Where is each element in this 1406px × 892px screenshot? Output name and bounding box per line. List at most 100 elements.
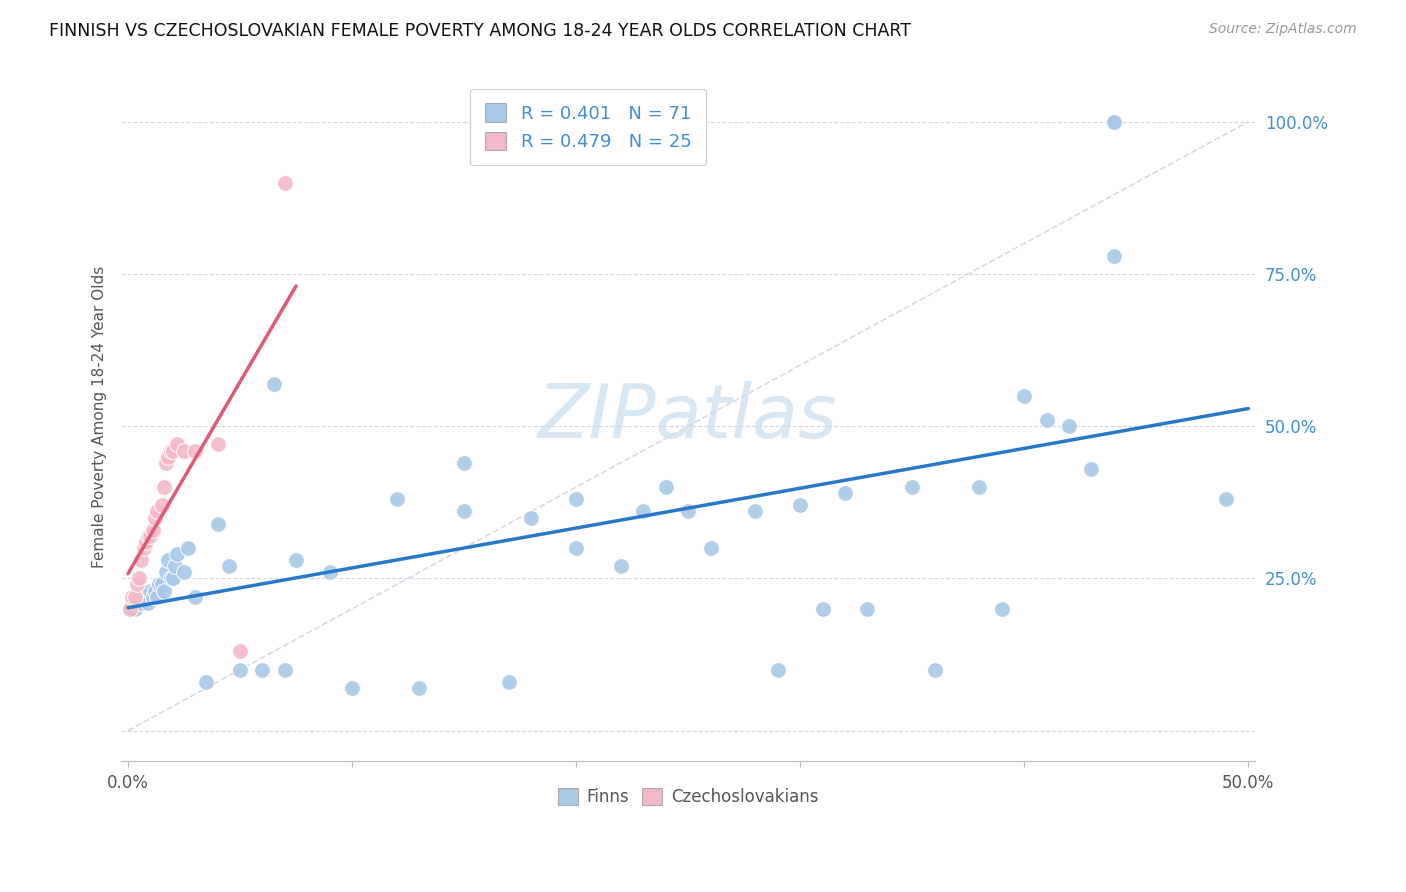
Point [159, 571, 181, 585]
Point [173, 443, 195, 458]
Point [229, 663, 252, 677]
Point [274, 663, 297, 677]
Point [565, 492, 588, 507]
Point [128, 590, 150, 604]
Point [150, 577, 173, 591]
Point [125, 596, 148, 610]
Point [142, 590, 165, 604]
Point [128, 571, 150, 585]
Point [340, 681, 363, 695]
Point [834, 486, 856, 500]
Point [207, 516, 229, 531]
Point [177, 541, 200, 555]
Point [124, 602, 146, 616]
Point [157, 553, 180, 567]
Point [166, 547, 188, 561]
Point [139, 529, 162, 543]
Point [148, 577, 170, 591]
Point [184, 590, 207, 604]
Point [173, 566, 195, 580]
Point [924, 663, 946, 677]
Point [766, 663, 789, 677]
Point [901, 480, 924, 494]
Point [131, 553, 153, 567]
Point [1057, 419, 1080, 434]
Point [155, 456, 177, 470]
Point [520, 510, 543, 524]
Point [1215, 492, 1237, 507]
Point [152, 583, 174, 598]
Point [229, 644, 252, 658]
Point [744, 504, 766, 518]
Point [498, 674, 520, 689]
Point [207, 437, 229, 451]
Point [143, 583, 166, 598]
Point [1102, 114, 1125, 128]
Point [263, 376, 285, 391]
Legend: Finns, Czechoslovakians: Finns, Czechoslovakians [550, 780, 827, 814]
Point [789, 499, 811, 513]
Point [195, 674, 218, 689]
Point [135, 590, 157, 604]
Point [274, 176, 297, 190]
Point [184, 443, 207, 458]
Point [124, 590, 146, 604]
Point [1102, 114, 1125, 128]
Point [385, 492, 408, 507]
Point [252, 663, 274, 677]
Text: ZIPatlas: ZIPatlas [538, 381, 838, 453]
Point [120, 602, 142, 616]
Point [157, 450, 180, 464]
Point [121, 590, 143, 604]
Point [143, 510, 166, 524]
Point [285, 553, 308, 567]
Point [120, 602, 142, 616]
Point [699, 541, 721, 555]
Point [166, 437, 188, 451]
Point [1102, 249, 1125, 263]
Point [128, 596, 150, 610]
Point [453, 504, 475, 518]
Point [565, 541, 588, 555]
Y-axis label: Female Poverty Among 18-24 Year Olds: Female Poverty Among 18-24 Year Olds [93, 266, 107, 568]
Point [969, 480, 991, 494]
Point [155, 566, 177, 580]
Point [1012, 389, 1035, 403]
Point [159, 443, 181, 458]
Point [131, 596, 153, 610]
Point [856, 602, 879, 616]
Point [136, 529, 159, 543]
Point [811, 602, 834, 616]
Point [132, 541, 155, 555]
Point [132, 590, 155, 604]
Point [150, 499, 173, 513]
Text: Source: ZipAtlas.com: Source: ZipAtlas.com [1209, 22, 1357, 37]
Point [318, 566, 340, 580]
Point [125, 577, 148, 591]
Point [146, 504, 169, 518]
Point [136, 596, 159, 610]
Point [408, 681, 430, 695]
Point [1035, 413, 1057, 427]
Point [124, 596, 146, 610]
Point [152, 480, 174, 494]
Text: FINNISH VS CZECHOSLOVAKIAN FEMALE POVERTY AMONG 18-24 YEAR OLDS CORRELATION CHAR: FINNISH VS CZECHOSLOVAKIAN FEMALE POVERT… [49, 22, 911, 40]
Point [654, 480, 676, 494]
Point [146, 590, 169, 604]
Point [162, 443, 184, 458]
Point [610, 559, 633, 574]
Point [163, 559, 186, 574]
Point [125, 590, 148, 604]
Point [633, 504, 655, 518]
Point [676, 504, 699, 518]
Point [131, 590, 153, 604]
Point [218, 559, 240, 574]
Point [139, 583, 162, 598]
Point [1080, 462, 1102, 476]
Point [991, 602, 1014, 616]
Point [453, 456, 475, 470]
Point [135, 534, 157, 549]
Point [121, 596, 143, 610]
Point [162, 571, 184, 585]
Point [142, 523, 165, 537]
